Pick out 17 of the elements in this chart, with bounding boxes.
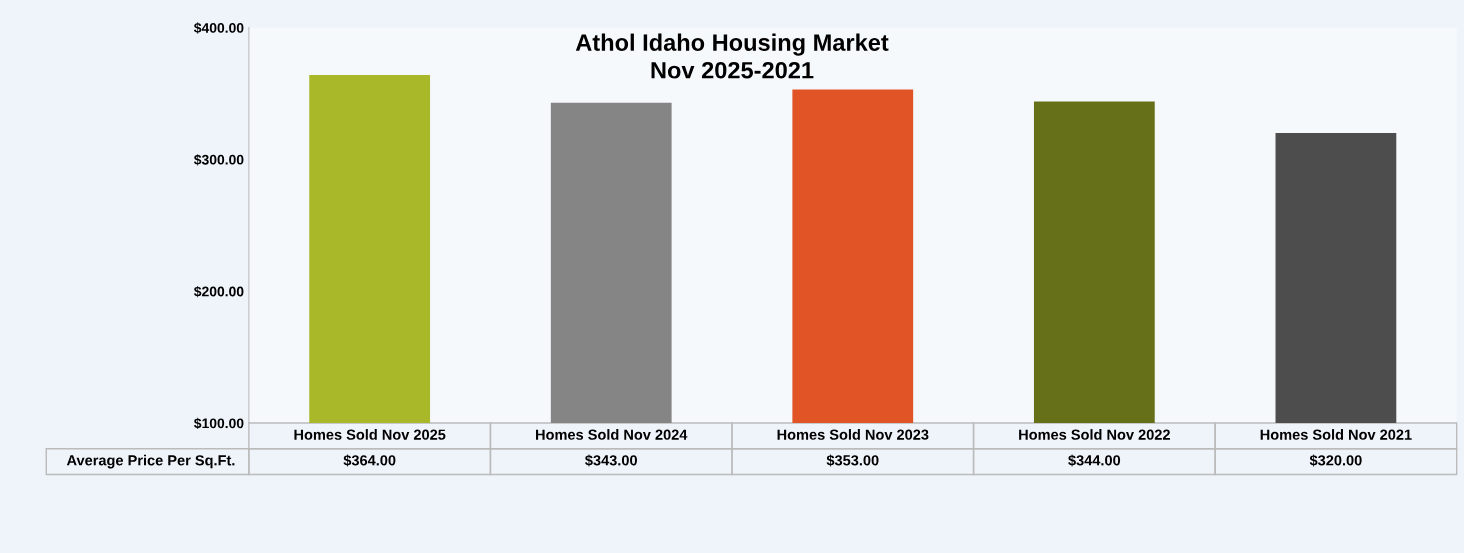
x-tick-label: Homes Sold Nov 2021 [1260, 429, 1412, 440]
y-tick-label: $400.00 [194, 22, 244, 34]
y-tick-label: $100.00 [194, 417, 244, 430]
text: Nov 2025-2021 [651, 61, 814, 79]
data-label: $344.00 [1068, 454, 1121, 467]
chart-title: Athol Idaho Housing Market [575, 33, 889, 56]
x-tick-label: Homes Sold Nov 2023 [777, 429, 929, 440]
data-label: $320.00 [1309, 454, 1362, 467]
y-tick-label: $300.00 [194, 154, 244, 166]
text: Average Price Per Sq.Ft. [66, 454, 235, 469]
data-label: $364.00 [343, 454, 396, 467]
x-tick-label: Homes Sold Nov 2024 [536, 429, 688, 440]
data-label: $343.00 [585, 454, 637, 467]
y-tick-label: $200.00 [194, 285, 244, 298]
data-label: $353.00 [826, 454, 879, 467]
x-tick-label: Homes Sold Nov 2025 [294, 429, 446, 440]
x-tick-label: Homes Sold Nov 2022 [1019, 429, 1170, 440]
